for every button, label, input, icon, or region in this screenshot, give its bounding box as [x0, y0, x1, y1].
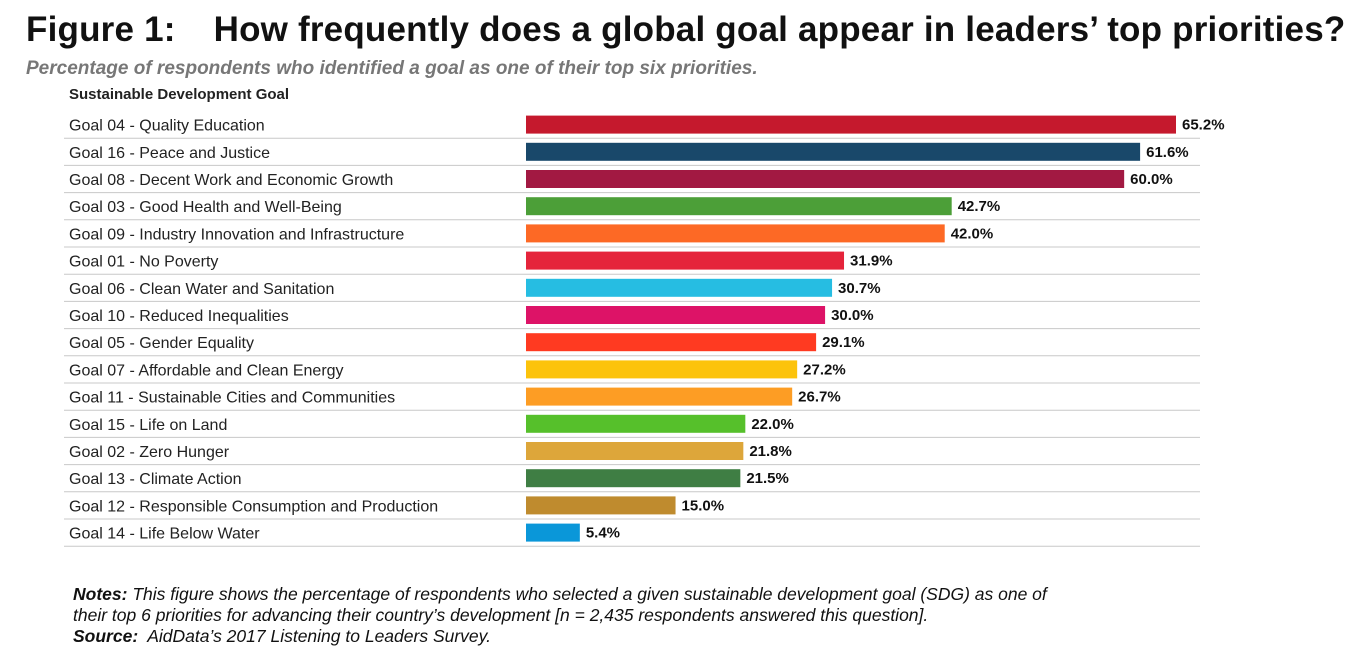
bar — [526, 442, 744, 460]
goal-label: Goal 12 - Responsible Consumption and Pr… — [69, 498, 438, 515]
bar — [526, 251, 845, 270]
bar — [526, 197, 952, 216]
bar — [526, 278, 833, 297]
value-label: 5.4% — [586, 525, 620, 542]
value-label: 15.0% — [682, 497, 725, 514]
value-label: 30.0% — [831, 307, 874, 324]
figure-subtitle: Percentage of respondents who identified… — [26, 58, 758, 79]
goal-label: Goal 09 - Industry Innovation and Infras… — [69, 226, 404, 243]
goal-label: Goal 01 - No Poverty — [69, 254, 218, 271]
bar — [526, 387, 793, 406]
bar — [526, 170, 1125, 188]
notes-text-2: their top 6 priorities for advancing the… — [73, 605, 929, 625]
bar — [526, 469, 741, 488]
notes-block: Notes: This figure shows the percentage … — [73, 584, 1047, 647]
goal-label: Goal 13 - Climate Action — [69, 471, 242, 488]
goal-label: Goal 08 - Decent Work and Economic Growt… — [69, 172, 393, 189]
value-label: 42.7% — [958, 198, 1001, 215]
notes-label: Notes: — [73, 584, 128, 604]
value-label: 42.0% — [951, 225, 994, 242]
bar — [526, 142, 1141, 161]
notes-text-1: This figure shows the percentage of resp… — [132, 584, 1047, 604]
goal-label: Goal 07 - Affordable and Clean Energy — [69, 362, 344, 379]
bar — [526, 115, 1176, 134]
bar — [526, 360, 798, 379]
source-text: AidData’s 2017 Listening to Leaders Surv… — [147, 626, 491, 646]
value-label: 21.8% — [749, 443, 792, 460]
bar — [526, 414, 746, 433]
goal-label: Goal 02 - Zero Hunger — [69, 444, 230, 461]
chart-rows: Goal 04 - Quality Education 65.2% Goal 16 … — [64, 115, 1225, 547]
goal-label: Goal 05 - Gender Equality — [69, 335, 254, 352]
goal-label: Goal 06 - Clean Water and Sanitation — [69, 281, 334, 298]
goal-label: Goal 04 - Quality Education — [69, 118, 265, 135]
goal-label: Goal 15 - Life on Land — [69, 417, 227, 434]
column-header: Sustainable Development Goal — [69, 86, 290, 103]
bar — [526, 523, 580, 542]
value-label: 21.5% — [746, 470, 789, 487]
figure-title: Figure 1: How frequently does a global go… — [26, 10, 1345, 50]
goal-label: Goal 16 - Peace and Justice — [69, 145, 270, 162]
value-label: 22.0% — [751, 416, 794, 433]
goal-label: Goal 14 - Life Below Water — [69, 526, 260, 543]
source-label: Source: — [73, 626, 139, 646]
bar-chart: Goal 04 - Quality Education 65.2% Goal 16 … — [64, 115, 1225, 547]
value-label: 26.7% — [798, 389, 841, 406]
notes-line-1: Notes: This figure shows the percentage … — [73, 584, 1047, 605]
value-label: 61.6% — [1146, 144, 1189, 161]
goal-label: Goal 11 - Sustainable Cities and Communi… — [69, 390, 395, 407]
value-label: 30.7% — [838, 280, 881, 297]
bar — [526, 306, 826, 324]
bar — [526, 496, 676, 515]
value-label: 29.1% — [822, 334, 865, 351]
bar — [526, 224, 945, 243]
value-label: 65.2% — [1182, 117, 1225, 134]
goal-label: Goal 03 - Good Health and Well-Being — [69, 199, 342, 216]
notes-line-2: their top 6 priorities for advancing the… — [73, 605, 1047, 626]
goal-label: Goal 10 - Reduced Inequalities — [69, 308, 289, 325]
source-line: Source: AidData’s 2017 Listening to Lead… — [73, 626, 1047, 647]
figure-title-text: How frequently does a global goal appear… — [213, 10, 1346, 49]
value-label: 31.9% — [850, 253, 893, 270]
value-label: 60.0% — [1130, 171, 1173, 188]
value-label: 27.2% — [803, 361, 846, 378]
bar — [526, 333, 817, 352]
figure-label: Figure 1: — [26, 10, 176, 49]
